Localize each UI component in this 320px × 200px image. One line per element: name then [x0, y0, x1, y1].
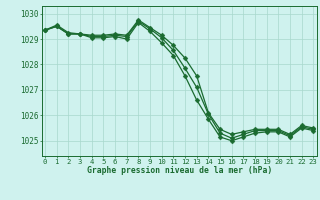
X-axis label: Graphe pression niveau de la mer (hPa): Graphe pression niveau de la mer (hPa)	[87, 166, 272, 175]
